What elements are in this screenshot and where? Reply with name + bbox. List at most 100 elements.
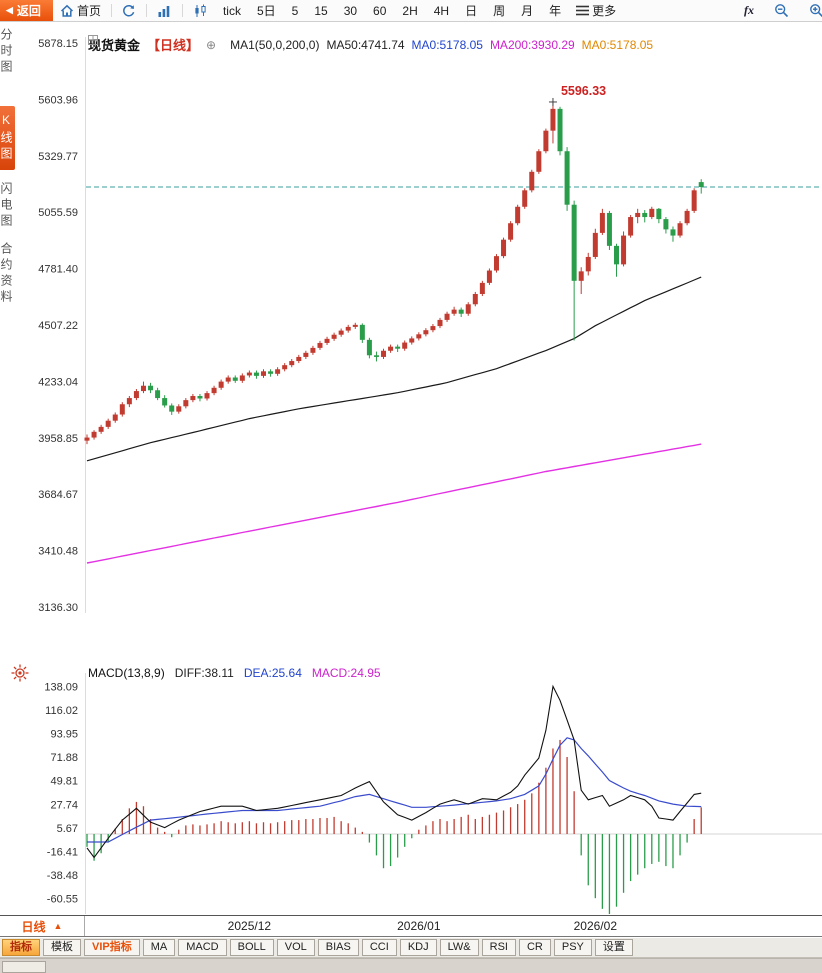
indicator-tabs: 指标 模板 VIP指标 MA MACD BOLL VOL BIAS CCI KDJ LW& RSI CR… [0, 938, 822, 958]
svg-text:-38.48: -38.48 [47, 870, 78, 882]
candlestick-icon [193, 4, 208, 18]
fx-indicator-button[interactable]: fx [737, 0, 761, 21]
tab-设置[interactable]: 设置 [594, 939, 633, 956]
tab-KDJ[interactable]: KDJ [399, 939, 437, 956]
period-tag: 【日线】 [147, 38, 200, 53]
ma0-orange-value: MA0:5178.05 [581, 37, 654, 52]
menu-icon [576, 5, 590, 16]
price-chart-area: 5878.15 5603.96 5329.77 5055.59 4781.40 4507.… [0, 21, 822, 663]
candles-layer [84, 100, 704, 445]
svg-text:138.09: 138.09 [44, 681, 78, 693]
period-button-5[interactable]: 5 [291, 3, 299, 18]
refresh-button[interactable] [115, 0, 143, 21]
macd-panel: 138.09 116.02 93.95 71.88 49.81 27.74 5.67 -16.… [0, 663, 822, 915]
taskbar-item[interactable] [2, 961, 46, 973]
tab-RSI[interactable]: RSI [481, 939, 516, 956]
dea-value: DEA:25.64 [243, 666, 302, 680]
price-chart[interactable]: 5878.15 5603.96 5329.77 5055.59 4781.40 4507.… [0, 21, 822, 663]
svg-text:3410.48: 3410.48 [38, 546, 78, 558]
macd-chart[interactable]: 138.09 116.02 93.95 71.88 49.81 27.74 5.67 -16.… [0, 663, 822, 915]
svg-text:-16.41: -16.41 [47, 847, 78, 859]
tab-MA[interactable]: MA [142, 939, 176, 956]
tab-VOL[interactable]: VOL [276, 939, 315, 956]
period-button-4H[interactable]: 4H [433, 3, 450, 18]
back-button[interactable]: ◀ 返回 [0, 0, 53, 21]
ma50-value: MA50:4741.74 [326, 37, 405, 52]
tab-BOLL[interactable]: BOLL [229, 939, 274, 956]
tab-VIP指标[interactable]: VIP指标 [84, 939, 140, 956]
svg-text:27.74: 27.74 [50, 799, 78, 811]
svg-text:5055.59: 5055.59 [38, 207, 78, 219]
period-button-周[interactable]: 周 [493, 4, 506, 18]
period-selector-label: 日线 [21, 919, 46, 934]
sidebar-item-闪电图[interactable]: 闪电图 [0, 182, 13, 230]
more-button[interactable]: 更多 [569, 0, 623, 21]
svg-text:-60.55: -60.55 [47, 894, 78, 906]
chevron-up-icon: ▲ [53, 921, 63, 931]
macd-value: MACD:24.95 [311, 666, 381, 680]
period-button-30[interactable]: 30 [343, 3, 358, 18]
period-button-60[interactable]: 60 [373, 3, 387, 18]
period-button-年[interactable]: 年 [549, 4, 562, 18]
svg-text:5603.96: 5603.96 [38, 94, 78, 106]
period-button-日[interactable]: 日 [465, 4, 478, 18]
date-label-2025/12: 2025/12 [227, 919, 272, 933]
tab-指标[interactable]: 指标 [2, 939, 40, 956]
svg-text:116.02: 116.02 [45, 705, 78, 717]
zoom-out-button[interactable] [767, 0, 796, 21]
period-button-月[interactable]: 月 [521, 4, 534, 18]
add-indicator-icon[interactable]: ⊕ [206, 37, 217, 52]
period-button-tick[interactable]: tick [222, 3, 241, 18]
svg-text:5878.15: 5878.15 [38, 38, 78, 50]
diff-value: DIFF:38.11 [174, 666, 234, 680]
tab-模板[interactable]: 模板 [43, 939, 81, 956]
chart-type-sidebar: 分时图 K线图闪电图合约资料 [0, 21, 15, 306]
back-label: 返回 [16, 4, 41, 18]
bottom-strip [0, 958, 822, 973]
period-selector[interactable]: 日线 ▲ [0, 916, 85, 936]
home-button[interactable]: 首页 [53, 0, 108, 21]
svg-text:93.95: 93.95 [50, 729, 78, 741]
candlestick-style-button[interactable] [186, 0, 215, 21]
tab-CCI[interactable]: CCI [361, 939, 397, 956]
svg-text:4507.22: 4507.22 [38, 320, 78, 332]
chart-header: 现货黄金 【日线】 ⊕ MA1(50,0,200,0) MA50:4741.74… [88, 35, 653, 54]
sidebar-item-合约资料[interactable]: 合约资料 [0, 242, 13, 306]
period-button-2H[interactable]: 2H [402, 3, 418, 18]
period-button-15[interactable]: 15 [314, 3, 328, 18]
toolbar-divider [181, 4, 183, 17]
period-buttons-group: tick 5日 5 15 30 60 2H 4H 日 周 月 年 [215, 2, 569, 19]
sidebar-item-K线图[interactable]: K线图 [0, 106, 15, 170]
svg-text:4781.40: 4781.40 [38, 264, 78, 276]
fx-label: fx [744, 3, 754, 17]
toolbar-right-group: fx [737, 0, 822, 21]
ma-config: MA1(50,0,200,0) [230, 37, 320, 52]
zoom-in-button[interactable] [802, 0, 822, 21]
period-button-5日[interactable]: 5日 [256, 4, 276, 18]
macd-histogram [86, 739, 702, 914]
more-label: 更多 [592, 4, 617, 18]
date-label-2026/01: 2026/01 [397, 919, 441, 933]
zoom-out-icon [774, 3, 789, 18]
top-toolbar: ◀ 返回 首页 tick 5日 5 15 30 60 2H 4H 日 周 月 年 [0, 0, 822, 22]
tab-PSY[interactable]: PSY [553, 939, 592, 956]
tab-LW&[interactable]: LW& [439, 939, 479, 956]
svg-text:3958.85: 3958.85 [38, 433, 78, 445]
toolbar-divider [145, 4, 147, 17]
date-label-2026/02: 2026/02 [573, 919, 617, 933]
home-icon [60, 4, 74, 18]
bar-chart-button[interactable] [150, 0, 179, 21]
svg-text:5.67: 5.67 [57, 823, 78, 835]
ma0-blue-value: MA0:5178.05 [411, 37, 483, 52]
macd-header: MACD(13,8,9) DIFF:38.11 DEA:25.64 MACD:2… [88, 666, 381, 680]
tab-BIAS[interactable]: BIAS [317, 939, 359, 956]
tab-CR[interactable]: CR [518, 939, 551, 956]
svg-text:4233.04: 4233.04 [38, 376, 78, 388]
bar-chart-icon [157, 4, 172, 18]
macd-title: MACD(13,8,9) [88, 666, 165, 680]
zoom-in-icon [809, 3, 822, 18]
svg-text:3136.30: 3136.30 [38, 602, 78, 614]
tab-MACD[interactable]: MACD [178, 939, 227, 956]
sidebar-item-分时图[interactable]: 分时图 [0, 28, 13, 76]
